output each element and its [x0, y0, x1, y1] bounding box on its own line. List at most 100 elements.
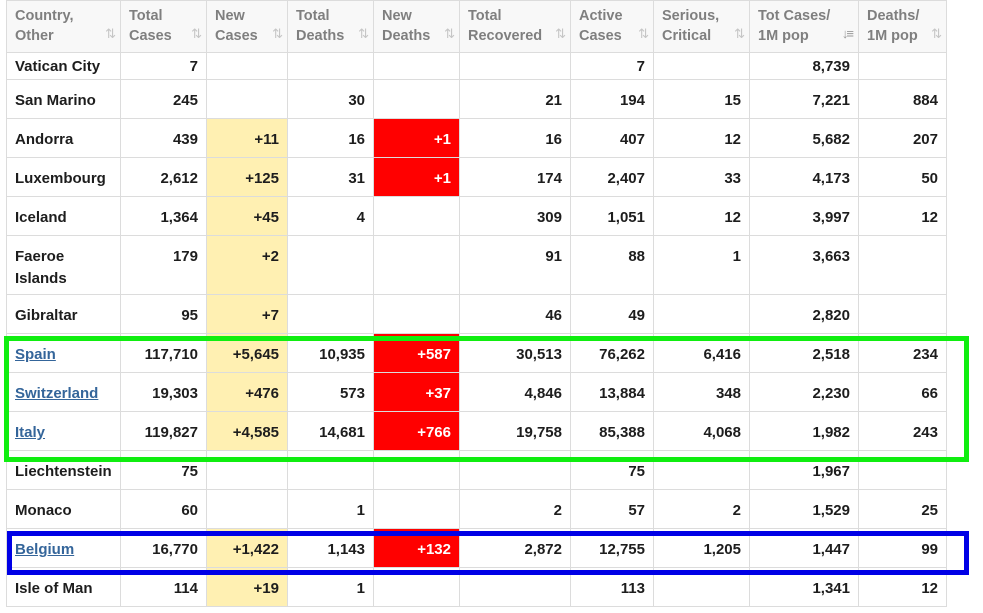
new-cases-cell: +1,422: [206, 528, 288, 568]
total-recovered-cell: 2: [459, 489, 571, 529]
country-cell[interactable]: Spain: [6, 333, 121, 373]
tot-cases-per-1m-cell: 3,663: [749, 235, 859, 295]
sort-deaths-per-million-icon[interactable]: ⇅: [931, 26, 942, 41]
country-cell[interactable]: Switzerland: [6, 372, 121, 412]
country-link[interactable]: Belgium: [15, 541, 75, 558]
sort-total-cases-icon[interactable]: ⇅: [191, 26, 202, 41]
active-cases-cell: 13,884: [570, 372, 654, 412]
table-row: Faeroe Islands 179 +2 91 88 1 3,663: [6, 235, 947, 295]
new-deaths-cell: +1: [373, 157, 460, 197]
sort-total-recovered-icon[interactable]: ⇅: [555, 26, 566, 41]
tot-cases-per-1m-cell: 1,447: [749, 528, 859, 568]
column-header-label: Total Recovered: [468, 8, 543, 44]
column-header-total-deaths[interactable]: Total Deaths ⇅: [287, 0, 374, 53]
total-deaths-cell: 1: [287, 567, 374, 607]
column-header-label: New Deaths: [382, 8, 431, 44]
total-cases-cell: 245: [120, 79, 207, 119]
covid-country-table: Country, Other ⇅ Total Cases ⇅ New Cases ⇅ Tot…: [6, 0, 947, 607]
country-link[interactable]: Italy: [15, 424, 46, 441]
total-cases-cell: 117,710: [120, 333, 207, 373]
country-cell: San Marino: [6, 79, 121, 119]
active-cases-cell: 2,407: [570, 157, 654, 197]
total-cases-cell: 1,364: [120, 196, 207, 236]
sort-active-cases-icon[interactable]: ⇅: [638, 26, 649, 41]
sort-serious-critical-icon[interactable]: ⇅: [734, 26, 745, 41]
total-recovered-cell: [459, 450, 571, 490]
table-row: Luxembourg 2,612 +125 31 +1 174 2,407 33 4,173 50: [6, 157, 947, 197]
tot-cases-per-1m-cell: 8,739: [749, 52, 859, 80]
serious-critical-cell: 348: [653, 372, 750, 412]
serious-critical-cell: 6,416: [653, 333, 750, 373]
active-cases-cell: 57: [570, 489, 654, 529]
new-cases-cell: [206, 52, 288, 80]
country-cell: Gibraltar: [6, 294, 121, 334]
total-recovered-cell: [459, 567, 571, 607]
country-name: Liechtenstein: [15, 463, 112, 480]
column-header-label: New Cases: [215, 8, 258, 44]
column-header-deaths-per-1m[interactable]: Deaths/ 1M pop ⇅: [858, 0, 947, 53]
table-row: Vatican City 7 7 8,739: [6, 52, 947, 80]
country-cell: Isle of Man: [6, 567, 121, 607]
table-row: Switzerland 19,303 +476 573 +37 4,846 13,884 34…: [6, 372, 947, 412]
table-body: Vatican City 7 7 8,739 San Marino 245 30 21 194 1…: [6, 52, 947, 607]
new-deaths-cell: [373, 489, 460, 529]
total-recovered-cell: 309: [459, 196, 571, 236]
country-name: Gibraltar: [15, 307, 78, 324]
column-header-tot-cases-per-1m[interactable]: Tot Cases/ 1M pop ↓≡: [749, 0, 859, 53]
total-cases-cell: 16,770: [120, 528, 207, 568]
total-cases-cell: 179: [120, 235, 207, 295]
total-deaths-cell: [287, 450, 374, 490]
tot-cases-per-1m-cell: 7,221: [749, 79, 859, 119]
country-cell: Luxembourg: [6, 157, 121, 197]
deaths-per-1m-cell: 884: [858, 79, 947, 119]
country-cell[interactable]: Belgium: [6, 528, 121, 568]
country-link[interactable]: Switzerland: [15, 385, 99, 402]
sort-total-deaths-icon[interactable]: ⇅: [358, 26, 369, 41]
total-deaths-cell: [287, 235, 374, 295]
country-name: Vatican City: [15, 58, 101, 75]
column-header-label: Country, Other: [15, 8, 74, 44]
sort-country-icon[interactable]: ⇅: [105, 26, 116, 41]
new-cases-cell: +7: [206, 294, 288, 334]
serious-critical-cell: 33: [653, 157, 750, 197]
total-recovered-cell: 91: [459, 235, 571, 295]
active-cases-cell: 7: [570, 52, 654, 80]
new-deaths-cell: +766: [373, 411, 460, 451]
column-header-label: Serious, Critical: [662, 8, 720, 44]
new-deaths-cell: [373, 196, 460, 236]
table-row: Liechtenstein 75 75 1,967: [6, 450, 947, 490]
active-cases-cell: 194: [570, 79, 654, 119]
new-cases-cell: +5,645: [206, 333, 288, 373]
active-cases-cell: 49: [570, 294, 654, 334]
country-link[interactable]: Spain: [15, 346, 56, 363]
new-cases-cell: [206, 450, 288, 490]
table-row: Gibraltar 95 +7 46 49 2,820: [6, 294, 947, 334]
column-header-active-cases[interactable]: Active Cases ⇅: [570, 0, 654, 53]
total-cases-cell: 7: [120, 52, 207, 80]
total-cases-cell: 114: [120, 567, 207, 607]
column-header-new-deaths[interactable]: New Deaths ⇅: [373, 0, 460, 53]
new-deaths-cell: [373, 450, 460, 490]
total-deaths-cell: 1: [287, 489, 374, 529]
sort-new-deaths-icon[interactable]: ⇅: [444, 26, 455, 41]
deaths-per-1m-cell: 25: [858, 489, 947, 529]
new-deaths-cell: [373, 79, 460, 119]
total-deaths-cell: 10,935: [287, 333, 374, 373]
column-header-new-cases[interactable]: New Cases ⇅: [206, 0, 288, 53]
new-cases-cell: [206, 79, 288, 119]
table-row: Isle of Man 114 +19 1 113 1,341 12: [6, 567, 947, 607]
sort-new-cases-icon[interactable]: ⇅: [272, 26, 283, 41]
column-header-serious-critical[interactable]: Serious, Critical ⇅: [653, 0, 750, 53]
total-deaths-cell: 16: [287, 118, 374, 158]
country-name: Luxembourg: [15, 170, 106, 187]
country-cell[interactable]: Italy: [6, 411, 121, 451]
active-cases-cell: 407: [570, 118, 654, 158]
sort-desc-icon[interactable]: ↓≡: [841, 26, 854, 41]
column-header-total-cases[interactable]: Total Cases ⇅: [120, 0, 207, 53]
table-row: San Marino 245 30 21 194 15 7,221 884: [6, 79, 947, 119]
table-row: Andorra 439 +11 16 +1 16 407 12 5,682 207: [6, 118, 947, 158]
column-header-country[interactable]: Country, Other ⇅: [6, 0, 121, 53]
column-header-total-recovered[interactable]: Total Recovered ⇅: [459, 0, 571, 53]
active-cases-cell: 76,262: [570, 333, 654, 373]
deaths-per-1m-cell: [858, 294, 947, 334]
